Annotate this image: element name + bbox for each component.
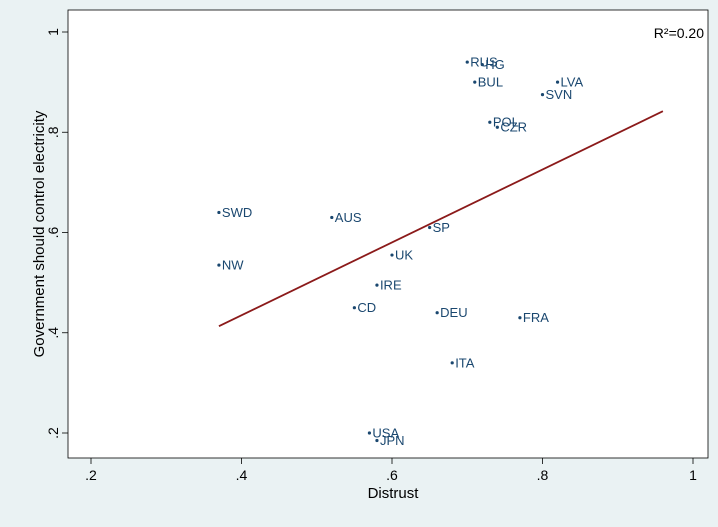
x-axis: .2 .4 .6 .8 1 — [85, 458, 697, 483]
x-axis-title: Distrust — [368, 485, 420, 502]
point-label-pol: POL — [493, 115, 519, 130]
data-point-jpn — [375, 438, 379, 443]
data-point-czr — [495, 125, 499, 129]
x-tick-label: 1 — [689, 467, 697, 483]
point-label-usa: USA — [372, 426, 399, 441]
fit-line-group — [218, 110, 664, 328]
data-point-bul — [473, 80, 477, 84]
plot-area — [67, 9, 709, 459]
x-tick-label: .6 — [386, 467, 398, 483]
data-point-ire — [375, 283, 379, 287]
x-tick-label: .2 — [85, 467, 97, 483]
r-squared-annotation: R²=0.20 — [654, 25, 704, 41]
data-point-svn — [540, 93, 545, 97]
point-label-nw: NW — [222, 258, 244, 273]
x-tick-label: .8 — [537, 467, 549, 483]
point-label-swd: SWD — [222, 205, 252, 220]
point-label-rus: RUS — [470, 55, 498, 70]
point-label-svn: SVN — [546, 87, 573, 102]
point-label-czr: CZR — [500, 120, 527, 135]
point-label-deu: DEU — [440, 305, 467, 320]
data-point-pol — [488, 120, 492, 124]
data-point-uk — [390, 253, 394, 257]
point-label-bul: BUL — [478, 75, 503, 90]
point-label-ita: ITA — [455, 355, 475, 370]
point-label-hg: HG — [485, 57, 505, 72]
point-label-cd: CD — [357, 300, 376, 315]
data-point-hg — [480, 62, 484, 67]
data-point-lva — [555, 80, 560, 84]
y-tick-label: .8 — [45, 126, 61, 138]
y-tick-label: 1 — [45, 28, 61, 36]
data-point-sp — [428, 225, 432, 230]
point-label-sp: SP — [433, 220, 450, 235]
y-axis: .2 .4 .6 .8 1 — [45, 28, 68, 439]
data-point-fra — [518, 316, 522, 320]
data-point-usa — [367, 431, 372, 435]
data-point-nw — [217, 263, 221, 267]
data-point-cd — [352, 306, 356, 310]
point-label-aus: AUS — [335, 210, 362, 225]
x-tick-label: .4 — [236, 467, 248, 483]
data-point-aus — [330, 215, 334, 220]
data-point-swd — [217, 210, 221, 215]
data-point-rus — [465, 60, 469, 64]
data-point-deu — [435, 311, 439, 315]
point-label-lva: LVA — [561, 75, 584, 90]
data-point-ita — [450, 361, 454, 365]
point-label-fra: FRA — [523, 310, 549, 325]
fit-line — [218, 110, 664, 328]
point-label-jpn: JPN — [380, 433, 405, 448]
y-tick-label: .4 — [45, 327, 61, 339]
point-label-ire: IRE — [380, 278, 402, 293]
point-label-uk: UK — [395, 248, 413, 263]
y-tick-label: .2 — [45, 427, 61, 439]
y-axis-title: Government should control electricity — [31, 110, 48, 357]
y-tick-label: .6 — [45, 226, 61, 238]
